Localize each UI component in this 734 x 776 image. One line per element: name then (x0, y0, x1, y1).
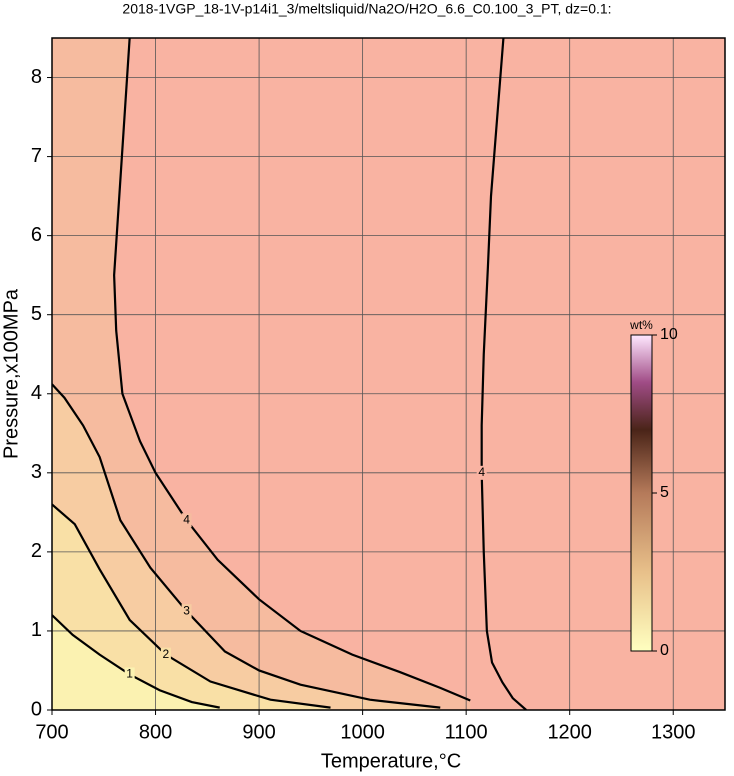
contour-label-bg (181, 604, 192, 619)
contour-label: 4 (478, 465, 485, 479)
y-tick-label: 6 (31, 224, 42, 246)
x-tick-label: 700 (35, 721, 68, 743)
y-tick-label: 4 (31, 382, 42, 404)
contour-label-bg (181, 513, 192, 528)
contour-label-bg (124, 667, 135, 682)
y-tick-label: 1 (31, 619, 42, 641)
y-tick-label: 8 (31, 66, 42, 88)
plot-frame (51, 37, 726, 711)
x-tick-label: 800 (139, 721, 172, 743)
x-tick-label: 1100 (445, 721, 488, 743)
contour-label: 3 (183, 603, 190, 617)
x-tick-label: 900 (242, 721, 275, 743)
contour-label: 1 (126, 667, 133, 681)
colorbar (630, 334, 653, 652)
x-tick-label: 1200 (547, 721, 592, 743)
contour-fill (52, 38, 471, 710)
colorbar-label: wt% (629, 318, 653, 332)
chart-title: 2018-1VGP_18-1V-p14i1_3/meltsliquid/Na2O… (122, 1, 611, 17)
y-tick-label: 7 (31, 145, 42, 167)
contour-label: 2 (163, 647, 170, 661)
x-axis-label: Temperature,°C (321, 750, 461, 772)
contour-label-bg (160, 647, 171, 662)
plot-area: 4 4 3 2 1 (52, 38, 725, 710)
colorbar-tick-label: 0 (660, 642, 669, 659)
y-tick-label: 3 (31, 461, 42, 483)
contour-label-bg (476, 465, 487, 480)
axes: 700 800 900 1000 1100 1200 1300 0 1 2 3 4 5 6 7 8 wt% 0 5 1… (31, 66, 696, 743)
colorbar-tick-label: 5 (660, 484, 669, 501)
x-tick-label: 1000 (340, 721, 385, 743)
contour-line (52, 503, 331, 709)
y-tick-label: 2 (31, 540, 42, 562)
x-tick-label: 1300 (651, 721, 696, 743)
contour-label: 4 (183, 512, 190, 526)
y-tick-label: 0 (31, 698, 42, 720)
y-axis-label: Pressure,x100MPa (0, 288, 22, 459)
colorbar-tick-label: 10 (660, 326, 678, 343)
contour-line (113, 38, 471, 702)
contour-line (52, 383, 441, 709)
contour-fill (52, 38, 220, 710)
y-tick-label: 5 (31, 303, 42, 325)
